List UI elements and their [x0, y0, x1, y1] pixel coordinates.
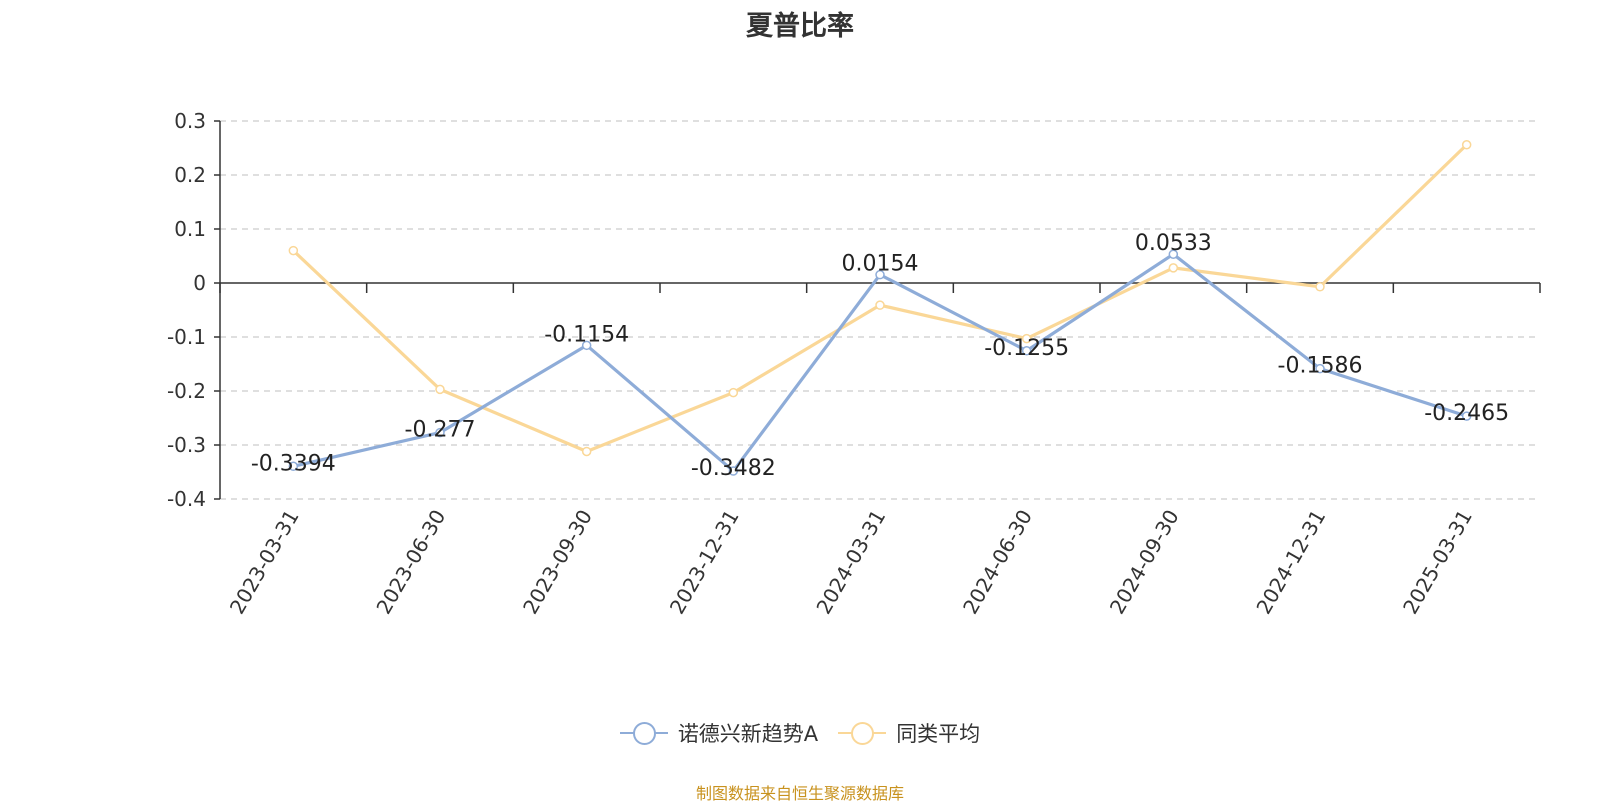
legend-line-circle-icon — [838, 720, 887, 746]
chart-title: 夏普比率 — [746, 11, 854, 42]
x-tick-label: 2023-06-30 — [371, 506, 450, 619]
x-tick-label: 2023-12-31 — [665, 506, 744, 619]
data-point — [288, 461, 299, 472]
y-tick-label: -0.2 — [167, 379, 206, 403]
source-note: 制图数据来自恒生聚源数据库 — [695, 784, 904, 803]
data-point — [435, 427, 445, 438]
x-tick-label: 2024-09-30 — [1105, 506, 1184, 619]
data-point — [1315, 282, 1325, 292]
data-point — [1315, 363, 1325, 374]
data-point — [288, 245, 299, 256]
x-tick-label: 2023-09-30 — [518, 506, 597, 619]
data-label: -0.277 — [405, 418, 476, 443]
data-point — [1168, 263, 1179, 273]
data-point — [728, 387, 739, 398]
data-labels: -0.3394 -0.277 -0.1154 -0.3482 0.0154 -0.1255… — [251, 231, 1509, 481]
y-tick-label: 0.3 — [174, 109, 206, 133]
legend: 诺德兴新趋势A 同类平均 — [0, 718, 1600, 748]
data-point — [1021, 346, 1032, 356]
y-tick-label: -0.3 — [167, 433, 206, 457]
data-label: -0.1154 — [544, 322, 629, 347]
data-label: -0.1586 — [1278, 354, 1363, 379]
data-label: -0.3394 — [251, 451, 336, 476]
data-point — [1461, 140, 1472, 150]
y-tick-label: 0.2 — [174, 163, 206, 187]
y-tick-label: 0.1 — [174, 217, 206, 241]
x-tick-label: 2025-03-31 — [1398, 506, 1477, 619]
x-tick-label: 2023-03-31 — [225, 506, 304, 619]
data-label: 0.0154 — [842, 252, 919, 277]
data-label: 0.0533 — [1135, 231, 1212, 256]
legend-item-peer-average[interactable]: 同类平均 — [838, 718, 980, 748]
y-tick-label: -0.1 — [167, 325, 206, 349]
gridlines — [220, 120, 1540, 500]
legend-circle — [851, 722, 875, 745]
data-point — [728, 466, 739, 476]
data-point — [1461, 411, 1472, 421]
series-lines — [288, 140, 1472, 476]
x-tick-label: 2024-12-31 — [1251, 506, 1330, 619]
legend-label-peer-average: 同类平均 — [896, 722, 981, 746]
legend-item-fund[interactable]: 诺德兴新趋势A — [619, 718, 819, 748]
data-point — [581, 340, 592, 351]
data-label: -0.2465 — [1424, 401, 1509, 426]
data-point — [1168, 249, 1179, 259]
series-line — [292, 143, 1468, 454]
data-label: -0.3482 — [691, 456, 776, 481]
y-tick-label: 0 — [193, 271, 206, 295]
x-tick-label: 2024-03-31 — [811, 506, 890, 619]
x-tick-label: 2024-06-30 — [958, 506, 1037, 619]
data-point — [435, 384, 445, 395]
data-label: -0.1255 — [984, 336, 1069, 361]
data-point — [1021, 333, 1032, 344]
data-point — [875, 300, 885, 310]
legend-label-fund: 诺德兴新趋势A — [677, 722, 819, 746]
legend-circle — [632, 722, 656, 745]
y-tick-label: -0.4 — [167, 487, 206, 511]
data-point — [581, 446, 592, 457]
line-chart: 0.3 0.2 0.1 0 -0.1 -0.2 -0.3 -0.4 2023-03-31 2023… — [167, 109, 1541, 619]
data-point — [875, 269, 885, 280]
legend-line-circle-icon — [619, 720, 668, 746]
